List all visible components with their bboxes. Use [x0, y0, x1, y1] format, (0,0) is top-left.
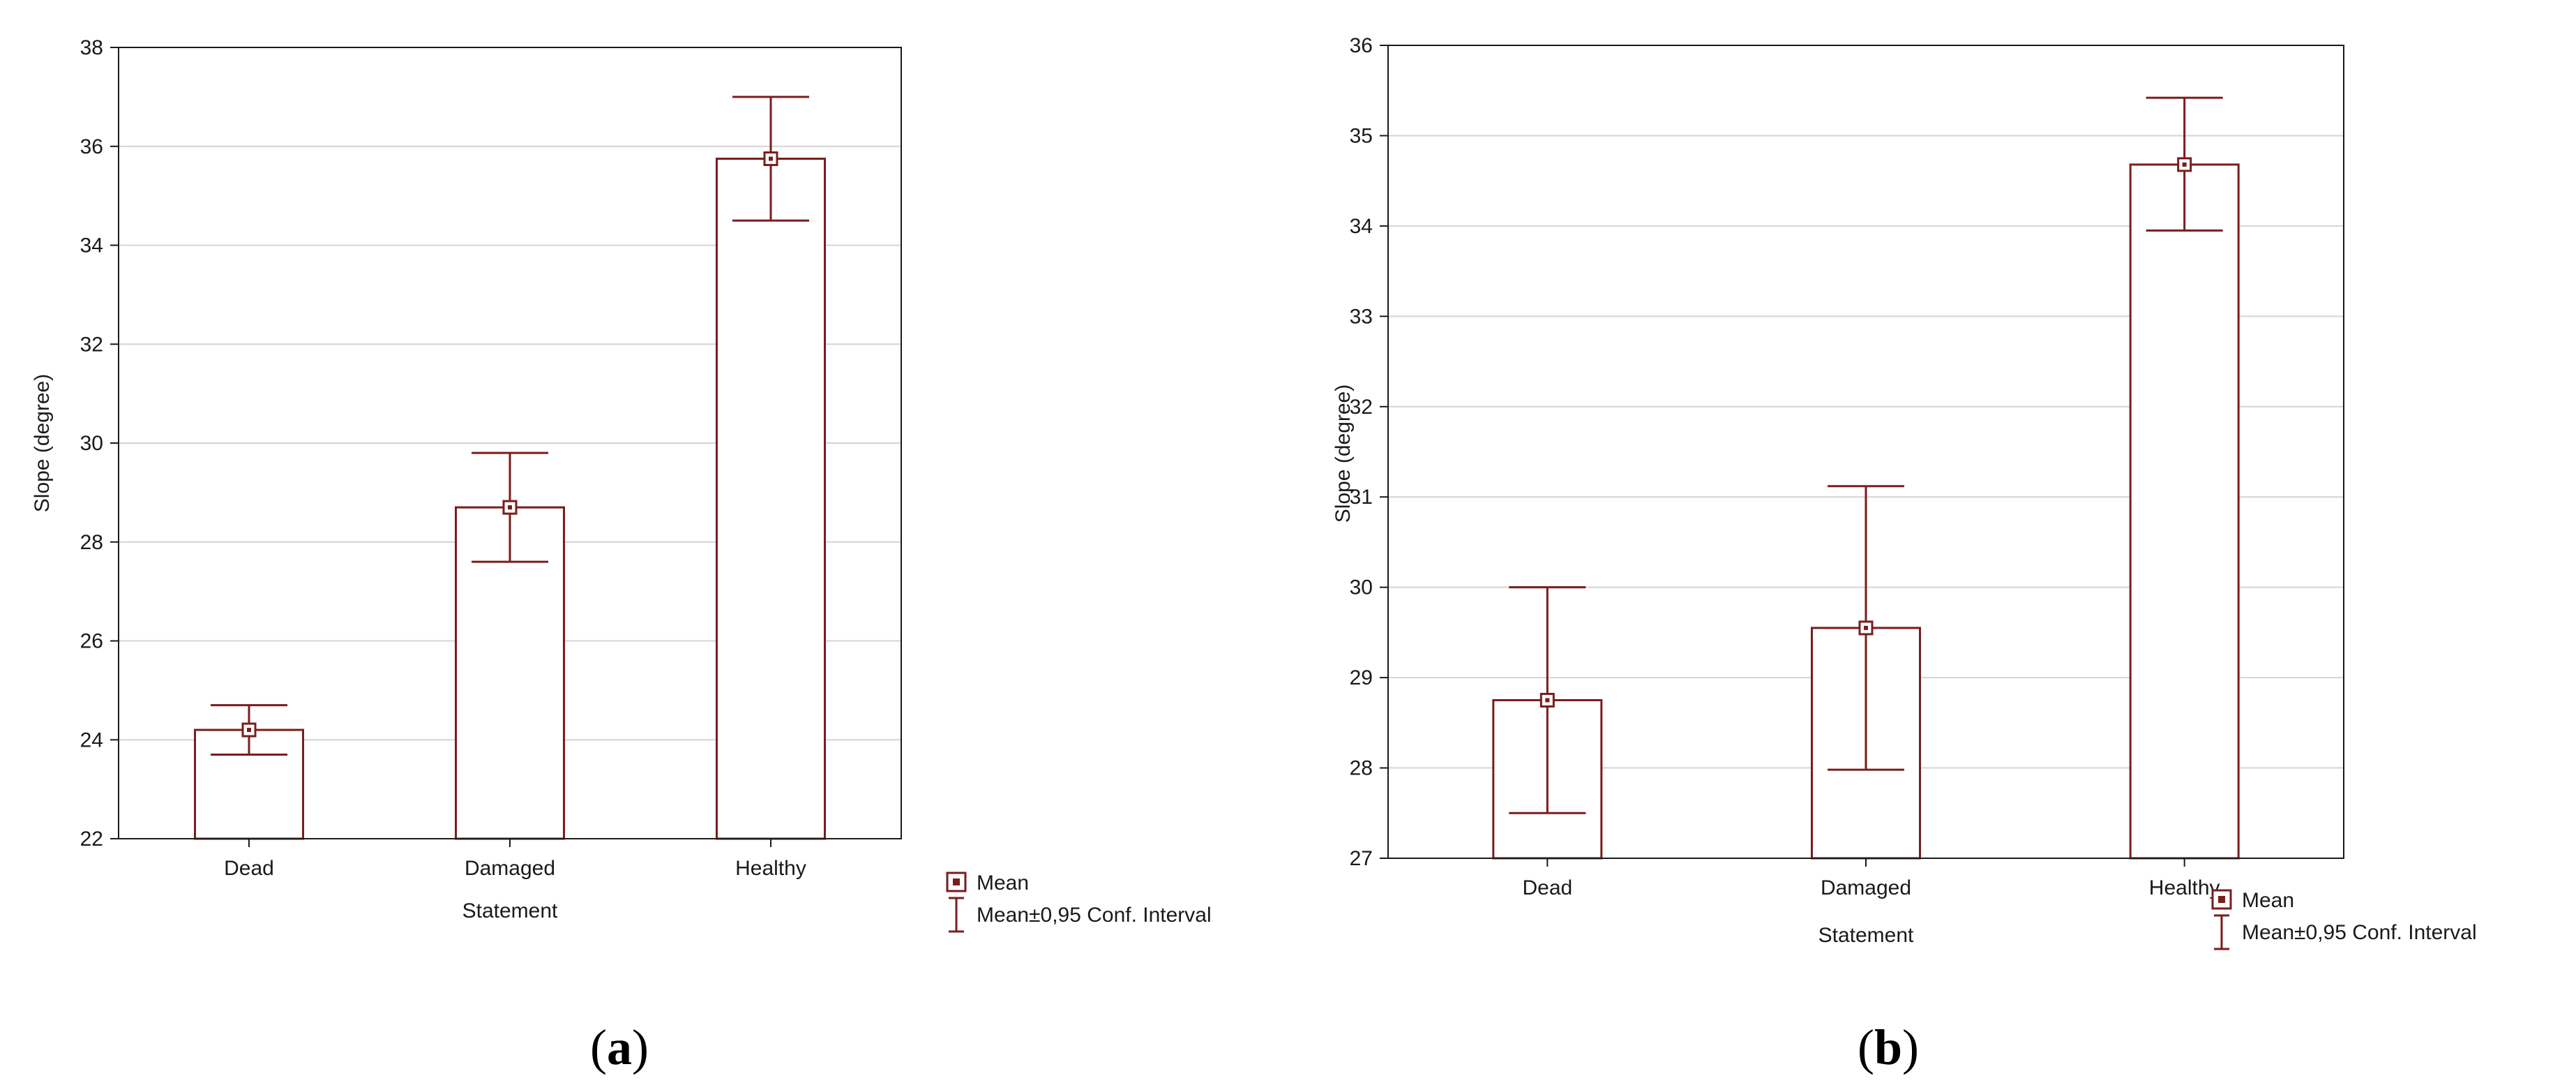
- panel-label-b: (b): [1858, 1019, 1919, 1075]
- y-tick-label: 29: [1350, 666, 1373, 689]
- panel-letter-b: b: [1874, 1019, 1902, 1075]
- mean-markers-a: [241, 151, 778, 738]
- mean-marker-inner: [1864, 625, 1868, 630]
- x-tick-label: Damaged: [1821, 876, 1911, 899]
- mean-markers-b: [1539, 157, 2192, 708]
- y-tick-label: 32: [1350, 396, 1373, 419]
- panel-letter-a: a: [607, 1019, 632, 1075]
- y-tick-label: 30: [80, 432, 103, 455]
- mean-marker-damaged: [502, 500, 518, 515]
- mean-marker-inner: [2182, 162, 2187, 167]
- x-tick-label: Healthy: [735, 857, 806, 880]
- mean-marker-dead: [1539, 692, 1555, 708]
- y-tick-label: 38: [80, 36, 103, 59]
- y-tick-label: 24: [80, 728, 103, 751]
- y-tick-label: 36: [80, 135, 103, 158]
- legend-mean-icon: [2211, 889, 2232, 910]
- y-tick-label: 34: [80, 234, 103, 257]
- y-tick-label: 27: [1350, 847, 1373, 870]
- mean-marker-inner: [1545, 698, 1550, 703]
- chart-panel-a: 22 24 26 28 30 32 34 36 38 Dead Damaged Healthy Sl…: [31, 36, 1212, 1075]
- y-tick-label: 26: [80, 630, 103, 653]
- legend-ci-icon: [2214, 914, 2229, 950]
- legend-mean-dot: [953, 878, 960, 885]
- y-axis-label-b: Slope (degree): [1332, 384, 1355, 523]
- legend-b: Mean Mean±0,95 Conf. Interval: [2211, 889, 2477, 950]
- legend-ci-icon: [949, 897, 964, 933]
- legend-mean-label: Mean: [977, 872, 1029, 895]
- y-axis-ticks-a: 22 24 26 28 30 32 34 36 38: [80, 36, 119, 851]
- y-tick-label: 30: [1350, 576, 1373, 599]
- mean-marker-inner: [508, 505, 512, 510]
- legend-a: Mean Mean±0,95 Conf. Interval: [946, 872, 1212, 933]
- mean-marker-dead: [241, 722, 257, 738]
- y-axis-ticks-b: 27 28 29 30 31 32 33 34 35 36: [1350, 34, 1388, 870]
- x-axis-ticks-a: Dead Damaged Healthy: [224, 839, 806, 880]
- mean-marker-inner: [247, 728, 251, 733]
- x-tick-label: Healthy: [2149, 876, 2220, 899]
- bar-healthy: [2129, 163, 2240, 860]
- legend-mean-dot: [2218, 896, 2225, 903]
- panel-label-a: (a): [590, 1019, 649, 1075]
- legend-ci-label: Mean±0,95 Conf. Interval: [977, 904, 1212, 927]
- legend-ci-label: Mean±0,95 Conf. Interval: [2242, 921, 2477, 944]
- y-axis-label-a: Slope (degree): [31, 374, 54, 512]
- x-axis-label-b: Statement: [1818, 924, 1914, 947]
- mean-marker-healthy: [2177, 157, 2192, 172]
- x-axis-ticks-b: Dead Damaged Healthy: [1522, 858, 2220, 899]
- y-tick-label: 36: [1350, 34, 1373, 57]
- x-tick-label: Dead: [1522, 876, 1572, 899]
- y-tick-label: 28: [80, 531, 103, 554]
- mean-marker-healthy: [763, 151, 778, 166]
- mean-marker-inner: [769, 156, 773, 161]
- legend-mean-icon: [946, 872, 967, 892]
- mean-marker-damaged: [1858, 620, 1874, 636]
- x-axis-label-a: Statement: [462, 899, 558, 922]
- x-tick-label: Damaged: [465, 857, 555, 880]
- y-tick-label: 33: [1350, 305, 1373, 328]
- y-tick-label: 32: [80, 333, 103, 356]
- y-tick-label: 31: [1350, 486, 1373, 509]
- y-tick-label: 35: [1350, 124, 1373, 147]
- y-tick-label: 28: [1350, 757, 1373, 780]
- legend-mean-label: Mean: [2242, 889, 2294, 912]
- y-tick-label: 22: [80, 828, 103, 851]
- bar-healthy: [716, 157, 826, 840]
- y-tick-label: 34: [1350, 215, 1373, 238]
- x-tick-label: Dead: [224, 857, 274, 880]
